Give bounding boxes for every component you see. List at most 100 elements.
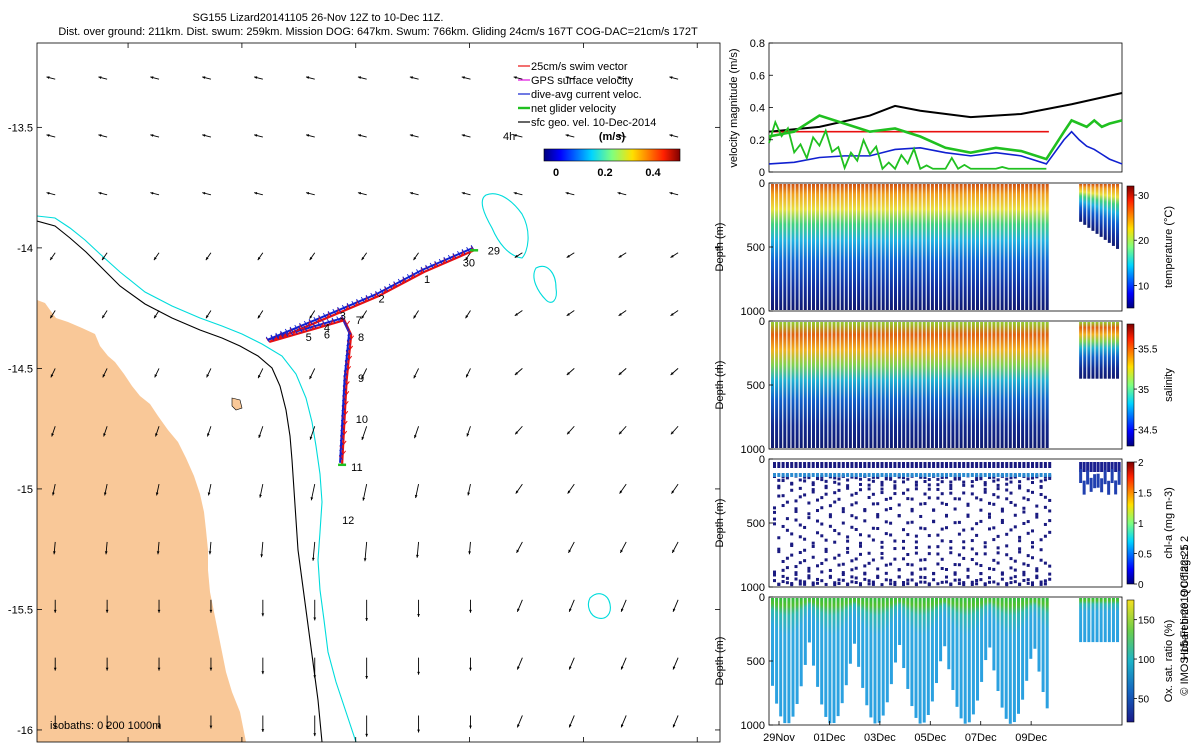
sfc-velocity-arrowhead (567, 490, 571, 494)
dive-profile-column (930, 184, 934, 310)
dive-profile-column (1083, 184, 1087, 225)
dive-profile-column (894, 598, 897, 663)
dive-profile-column (906, 184, 910, 310)
chl-sample (871, 462, 875, 468)
date-tick-label: 29Nov (763, 732, 795, 744)
chl-sample (996, 478, 1000, 482)
chl-sample (970, 527, 974, 531)
chl-sample (1022, 510, 1026, 514)
chl-sample (910, 578, 914, 582)
chl-sample (897, 514, 901, 518)
sfc-velocity-arrowhead (105, 609, 109, 613)
chl-sample (854, 473, 858, 477)
chl-sample (1039, 473, 1043, 477)
chl-sample (833, 480, 837, 484)
colorbar-tick-label: 1.5 (1138, 489, 1152, 500)
sfc-velocity-arrowhead (105, 725, 109, 729)
chl-sample (781, 479, 785, 483)
dive-profile-column (1079, 184, 1083, 222)
dive-avg-current-vector (443, 256, 448, 263)
chl-sample (889, 521, 893, 525)
profile-y-tick-label: 1000 (741, 444, 765, 456)
sfc-velocity-arrowhead (514, 312, 518, 316)
dive-profile-column (980, 322, 984, 448)
colorbar-tick-label: 20 (1138, 236, 1150, 247)
chl-sample (1000, 507, 1004, 511)
dive-avg-current-vector (346, 302, 351, 309)
sfc-velocity-arrowhead (365, 675, 369, 679)
dive-avg-current-vector (294, 328, 298, 334)
chl-sample (876, 513, 880, 517)
chl-sample (940, 539, 944, 543)
chl-sample (914, 480, 918, 484)
chl-sample (884, 571, 888, 575)
dive-avg-current-vector (342, 385, 347, 391)
sfc-velocity-arrowhead (468, 551, 472, 555)
dive-avg-current-vector (265, 336, 270, 343)
dive-avg-current-vector (303, 320, 308, 327)
sfc-velocity-arrowhead (51, 433, 54, 437)
dive-profile-column (791, 184, 795, 310)
chl-sample (996, 551, 1000, 555)
chl-sample (833, 581, 837, 585)
sfc-velocity-arrowhead (150, 134, 154, 137)
dive-profile-column (1111, 322, 1115, 379)
dive-profile-column (1103, 184, 1107, 240)
swim-vector (342, 450, 347, 456)
sfc-velocity-arrowhead (309, 315, 313, 319)
chl-sample (1031, 481, 1034, 485)
chl-sample (807, 473, 811, 477)
qc-note: Hobart time. QC flags 1 2 (1179, 536, 1191, 660)
chl-sample (863, 577, 867, 581)
swim-vector (273, 336, 278, 341)
dive-avg-current-vector (341, 409, 346, 416)
chl-sample (1000, 572, 1004, 576)
chl-sample (975, 496, 979, 500)
dive-profile-column (1095, 598, 1099, 643)
chl-sample (811, 483, 815, 487)
dive-avg-current-vector (303, 325, 308, 332)
chl-sample (798, 462, 802, 468)
chl-sample (777, 486, 781, 490)
dive-avg-current-vector (461, 249, 466, 255)
chl-sample (1114, 462, 1118, 472)
date-tick-label: 07Dec (965, 732, 997, 744)
dive-profile-column (980, 598, 984, 682)
dive-profile-column (976, 598, 979, 701)
dive-profile-column (803, 322, 807, 448)
dive-profile-column (820, 322, 824, 448)
velocity-frame (768, 42, 1123, 173)
profile-y-tick-label: 0 (759, 178, 765, 190)
chl-sample (867, 473, 871, 477)
sfc-velocity-arrowhead (409, 191, 413, 195)
dive-profile-column (922, 184, 926, 310)
chl-sample (807, 576, 811, 580)
swim-vector (311, 325, 315, 330)
swim-vector (450, 255, 455, 261)
dive-profile-column (877, 322, 881, 448)
dive-avg-current-vector (338, 454, 343, 461)
chl-sample (841, 510, 845, 514)
map-frame (36, 42, 721, 743)
swim-vector (306, 321, 311, 327)
chl-sample (824, 582, 828, 586)
dive-profile-column (959, 598, 963, 719)
dive-avg-current-vector (341, 304, 346, 311)
chl-sample (1009, 480, 1013, 484)
chl-sample (1048, 498, 1052, 502)
chl-sample (773, 506, 776, 510)
dive-avg-current-vector (402, 276, 407, 282)
chl-sample (902, 557, 905, 561)
sfc-velocity-arrowhead (155, 433, 158, 437)
chl-sample (811, 544, 815, 548)
sfc-velocity-arrowhead (365, 733, 369, 737)
chl-sample (816, 462, 819, 468)
sfc-velocity-arrowhead (361, 376, 364, 380)
chl-sample (863, 519, 867, 523)
chl-sample (798, 473, 802, 477)
chl-sample (841, 573, 845, 577)
chl-sample (794, 462, 798, 468)
chl-sample (841, 521, 845, 525)
dive-profile-column (1021, 322, 1025, 448)
